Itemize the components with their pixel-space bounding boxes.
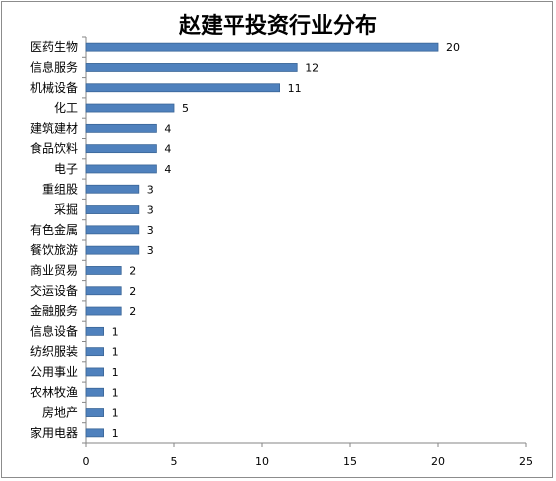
bar	[85, 225, 140, 235]
data-label: 1	[112, 325, 119, 338]
data-label: 20	[446, 41, 460, 54]
data-label: 2	[129, 305, 136, 318]
data-label: 5	[182, 102, 189, 115]
bar	[85, 266, 122, 275]
category-label: 电子	[54, 162, 78, 176]
category-label: 房地产	[42, 405, 78, 420]
data-label: 1	[112, 427, 119, 440]
data-label: 2	[129, 285, 136, 298]
bar	[85, 428, 105, 438]
bar	[85, 205, 140, 214]
bar	[85, 184, 140, 194]
data-label: 4	[164, 122, 171, 135]
category-label: 农林牧渔	[30, 385, 78, 399]
bar	[85, 103, 175, 113]
category-label: 机械设备	[30, 80, 78, 95]
category-label: 有色金属	[30, 222, 78, 237]
data-label: 3	[147, 244, 154, 257]
bar	[85, 123, 157, 133]
category-label: 化工	[54, 101, 78, 115]
data-label: 3	[147, 204, 154, 217]
x-tick-label: 5	[171, 455, 178, 468]
bar	[85, 387, 105, 397]
category-label: 信息设备	[30, 323, 78, 338]
data-label: 4	[164, 163, 171, 176]
category-label: 交运设备	[30, 283, 78, 298]
x-tick-label: 0	[83, 455, 90, 468]
bar	[85, 408, 105, 417]
data-label: 1	[112, 407, 119, 420]
category-label: 金融服务	[30, 303, 78, 318]
bar	[85, 245, 140, 255]
data-label: 11	[288, 82, 302, 95]
bar	[85, 42, 439, 52]
data-label: 3	[147, 224, 154, 237]
category-label: 公用事业	[30, 365, 78, 379]
category-label: 信息服务	[30, 59, 78, 74]
bar	[85, 306, 122, 316]
category-label: 建筑建材	[30, 120, 78, 135]
category-label: 餐饮旅游	[30, 242, 78, 257]
bar	[85, 367, 105, 377]
bar	[85, 286, 122, 296]
data-label: 12	[305, 61, 319, 74]
category-label: 医药生物	[30, 40, 78, 54]
x-tick-label: 25	[519, 455, 533, 468]
bar	[85, 326, 105, 336]
chart-title: 赵建平投资行业分布	[178, 14, 377, 39]
x-tick-label: 10	[255, 455, 269, 468]
category-label: 食品饮料	[30, 141, 78, 156]
category-label: 重组股	[42, 182, 78, 196]
bar	[85, 347, 105, 357]
x-tick-label: 20	[431, 455, 445, 468]
category-label: 纺织服装	[30, 345, 78, 359]
data-label: 1	[112, 386, 119, 399]
data-label: 2	[129, 264, 136, 277]
data-label: 3	[147, 183, 154, 196]
bar	[85, 144, 157, 154]
x-tick-label: 15	[343, 455, 357, 468]
bar	[85, 164, 157, 174]
data-label: 1	[112, 366, 119, 379]
category-label: 商业贸易	[30, 262, 78, 277]
category-label: 家用电器	[30, 425, 78, 440]
data-label: 1	[112, 346, 119, 359]
category-label: 采掘	[54, 202, 78, 217]
bar	[85, 63, 298, 72]
bar	[85, 83, 281, 93]
data-label: 4	[164, 143, 171, 156]
